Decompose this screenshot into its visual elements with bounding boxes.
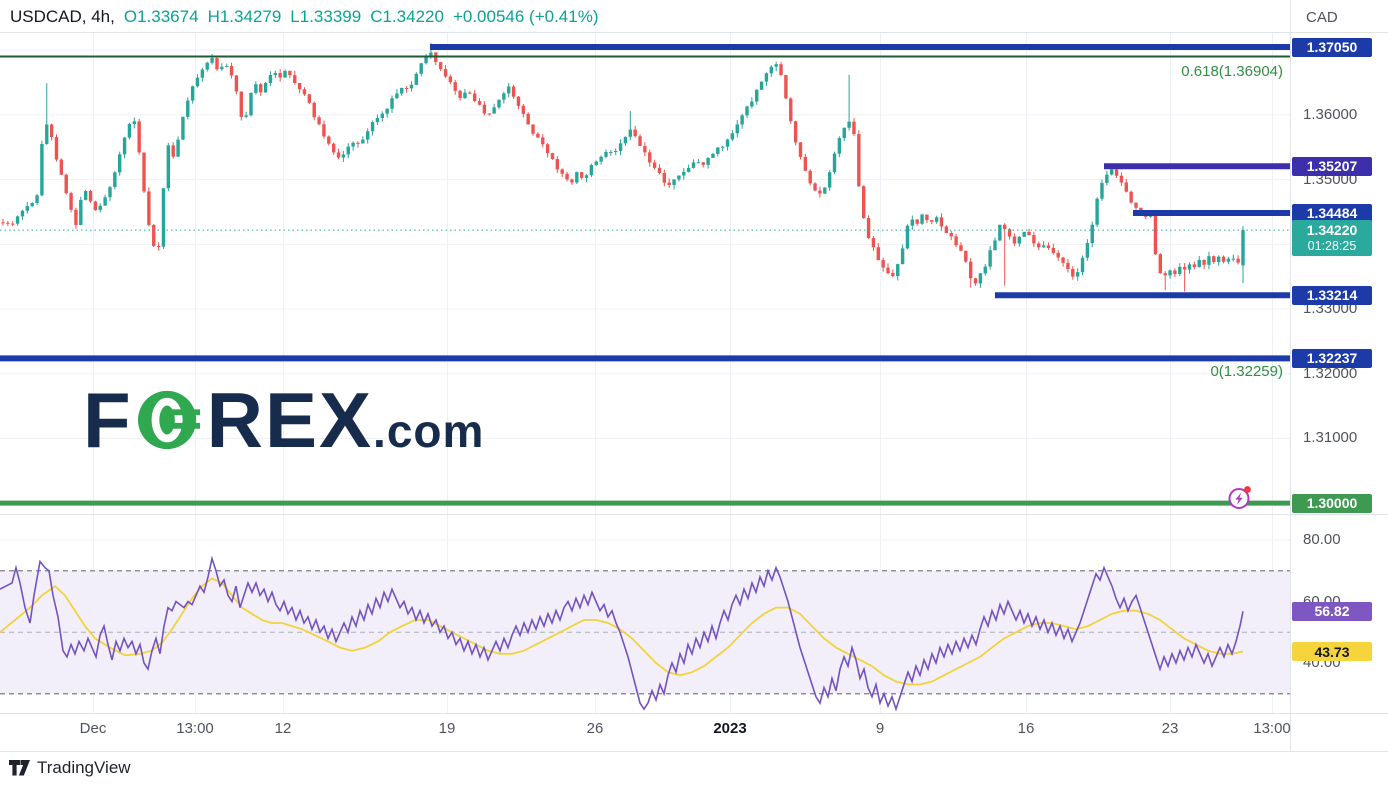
chart-canvas[interactable] [0, 0, 1388, 752]
ohlc-open: O1.33674 [123, 7, 199, 26]
time-tick-16: 16 [1017, 720, 1035, 737]
axis-currency-label: CAD [1306, 9, 1338, 26]
rsi-indicator [0, 555, 1244, 712]
rsi-badge-56.82: 56.82 [1292, 601, 1372, 621]
symbol-legend: USDCAD, 4h, O1.33674 H1.34279 L1.33399 C1.34… [10, 7, 599, 27]
grid-layer [0, 33, 1290, 714]
time-tick-19: 19 [438, 720, 456, 737]
ohlc-close: C1.34220 [370, 7, 444, 26]
tradingview-logo[interactable]: TradingView [9, 758, 131, 778]
time-tick-13:00: 13:00 [176, 720, 214, 737]
pane-borders [0, 0, 1388, 752]
time-tick-13:00: 13:00 [1253, 720, 1291, 737]
time-tick-9: 9 [875, 720, 885, 737]
time-tick-26: 26 [586, 720, 604, 737]
time-tick-23: 23 [1161, 720, 1179, 737]
price-level-badge-1.35207: 1.35207 [1292, 156, 1372, 176]
price-tick-1.32000: 1.32000 [1303, 364, 1358, 382]
candlestick-series [1, 43, 1245, 292]
time-tick-12: 12 [274, 720, 292, 737]
bar-countdown: 01:28:25 [1307, 239, 1357, 254]
price-change: +0.00546 (+0.41%) [452, 7, 599, 26]
time-tick-Dec: Dec [79, 720, 107, 737]
price-level-badge-1.34484: 1.34484 [1292, 203, 1372, 223]
rsi-line [0, 555, 1244, 712]
current-price-value: 1.34220 [1306, 222, 1358, 239]
price-level-badge-1.33214: 1.33214 [1292, 285, 1372, 305]
fib-label-0618[interactable]: 0.618(1.36904) [1181, 63, 1283, 80]
tradingview-icon [9, 760, 30, 776]
price-level-badge-1.30000: 1.30000 [1292, 493, 1372, 513]
ohlc-high: H1.34279 [207, 7, 282, 26]
tradingview-label: TradingView [37, 758, 131, 777]
price-level-badge-1.32237: 1.32237 [1292, 348, 1372, 368]
rsi-band [0, 570, 1290, 695]
rsi-badge-43.73: 43.73 [1292, 642, 1372, 662]
ohlc-low: L1.33399 [290, 7, 362, 26]
rsi-tick-80.00: 80.00 [1303, 531, 1341, 548]
symbol-title: USDCAD, 4h, [10, 7, 115, 26]
price-tick-1.31000: 1.31000 [1303, 429, 1358, 447]
time-tick-2023: 2023 [713, 720, 747, 737]
fib-label-0[interactable]: 0(1.32259) [1210, 363, 1283, 380]
time-axis[interactable]: Dec 13:00 12 19 26 2023 9 16 23 13:00 [0, 714, 1291, 751]
current-price-badge: 1.34220 01:28:25 [1292, 220, 1372, 257]
price-level-badge-1.37050: 1.37050 [1292, 37, 1372, 57]
price-tick-1.36000: 1.36000 [1303, 105, 1358, 123]
price-alert-icon[interactable] [1227, 484, 1254, 511]
price-axis[interactable]: CAD 1.36000 1.35000 1.33000 1.32000 1.31000 8… [1290, 0, 1388, 752]
